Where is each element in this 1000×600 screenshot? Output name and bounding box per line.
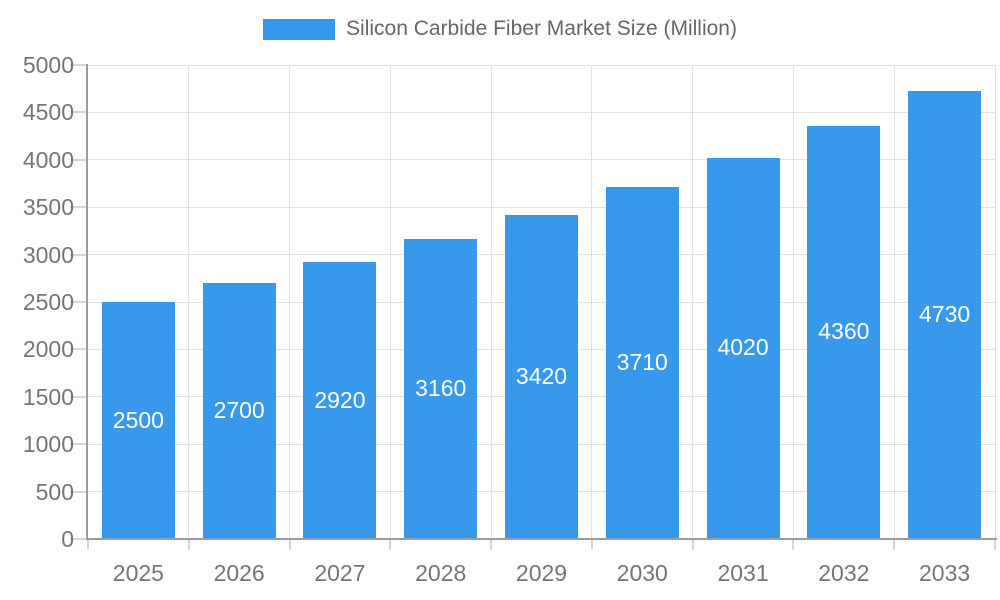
y-axis-tick [70,206,88,209]
y-axis-tick [70,348,88,351]
x-axis-line [86,538,997,540]
x-tick-label: 2033 [919,560,971,586]
x-gridline [591,65,593,539]
x-tick-label: 2031 [717,560,769,586]
legend-label: Silicon Carbide Fiber Market Size (Milli… [346,17,737,40]
x-axis-tick [691,539,694,550]
x-tick-label: 2030 [616,560,668,586]
y-gridline [88,206,995,208]
bar-value-label: 3420 [515,362,568,389]
y-axis-tick [70,111,88,114]
bar-value-label: 4730 [919,300,971,327]
x-axis-tick [994,539,996,550]
x-gridline [490,65,492,539]
bar-value-label: 4020 [717,334,769,361]
bar[interactable] [505,214,578,539]
y-tick-label: 2500 [22,289,74,315]
x-tick-label: 2025 [112,560,164,586]
y-tick-label: 5000 [22,52,74,78]
bar-value-label: 3710 [616,349,668,376]
x-axis-tick [792,539,795,550]
x-axis-tick [389,539,392,550]
y-axis-tick [70,395,88,398]
bar-value-label: 2920 [314,386,366,413]
bar[interactable] [404,239,478,539]
bar[interactable] [303,262,377,539]
x-axis-tick [187,539,190,550]
bar[interactable] [605,187,679,539]
y-tick-label: 2000 [22,336,74,363]
y-axis-tick [70,443,88,446]
y-gridline [88,111,995,113]
x-gridline [289,65,291,539]
bar[interactable] [101,302,175,539]
legend-swatch [263,18,336,40]
x-axis-tick [490,539,493,550]
y-axis-tick [70,64,88,66]
y-gridline [88,64,995,66]
y-axis-tick [70,538,88,540]
y-axis-line [86,64,88,540]
x-gridline [792,65,794,539]
y-tick-label: 1000 [22,431,74,458]
bar-value-label: 3160 [415,375,467,402]
x-gridline [692,65,694,539]
x-axis-tick [893,539,896,550]
y-axis-tick [70,301,88,303]
y-tick-label: 1500 [22,383,74,410]
x-tick-label: 2032 [818,560,870,586]
y-axis-tick [70,490,88,493]
bar-value-label: 4360 [818,318,870,345]
x-gridline [893,65,895,539]
bar-value-label: 2500 [112,406,164,433]
bar[interactable] [202,283,276,539]
y-tick-label: 0 [61,526,74,552]
x-tick-label: 2029 [515,560,568,586]
bar[interactable] [706,157,780,539]
x-axis-tick [590,539,593,550]
x-tick-label: 2028 [415,560,467,586]
legend[interactable]: Silicon Carbide Fiber Market Size (Milli… [0,16,1000,42]
y-tick-label: 4000 [22,146,74,173]
y-axis-tick [70,253,88,256]
y-axis-tick [70,158,88,161]
y-gridline [88,159,995,161]
x-axis-tick [87,539,89,550]
bar[interactable] [807,125,881,539]
bar-value-label: 2700 [213,397,265,424]
x-tick-label: 2026 [213,560,265,586]
x-gridline [994,65,996,539]
bar[interactable] [908,90,982,539]
x-gridline [389,65,391,539]
x-axis-tick [288,539,291,550]
y-tick-label: 3500 [22,194,74,221]
y-tick-label: 4500 [22,99,74,126]
x-gridline [188,65,190,539]
x-tick-label: 2027 [314,560,366,586]
y-tick-label: 500 [35,478,74,505]
y-tick-label: 3000 [22,241,74,268]
